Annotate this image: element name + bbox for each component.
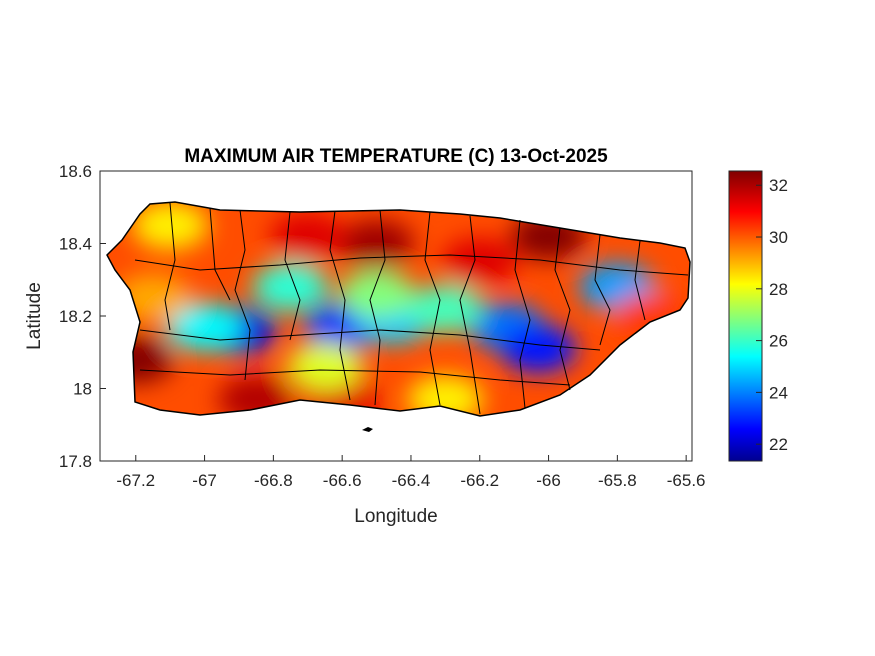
colorbar-tick-label: 28 — [769, 280, 788, 299]
y-tick-label: 18 — [73, 380, 92, 399]
municipality-border — [139, 329, 601, 351]
temperature-spot — [286, 342, 363, 391]
municipality-border — [424, 211, 441, 406]
x-tick-label: -65.8 — [598, 471, 637, 490]
municipality-border — [164, 202, 176, 331]
island-outline — [106, 201, 691, 417]
x-tick-label: -67 — [192, 471, 217, 490]
municipality-borders — [134, 202, 689, 415]
x-tick-label: -66.2 — [460, 471, 499, 490]
y-tick-label: 18.6 — [59, 162, 92, 181]
small-island — [362, 427, 373, 432]
colorbar-tick-label: 30 — [769, 228, 788, 247]
x-tick-label: -65.6 — [667, 471, 706, 490]
municipality-border — [369, 209, 386, 406]
municipality-border — [134, 254, 689, 276]
municipality-border — [234, 209, 251, 381]
y-tick-label: 18.2 — [59, 307, 92, 326]
colorbar-tick-label: 22 — [769, 435, 788, 454]
municipality-border — [329, 210, 351, 401]
chart-title: MAXIMUM AIR TEMPERATURE (C) 13-Oct-2025 — [184, 146, 608, 167]
municipality-border — [514, 219, 531, 409]
municipality-border — [284, 211, 301, 341]
municipality-border — [554, 227, 571, 391]
x-axis-label: Longitude — [354, 506, 437, 527]
temperature-spot — [407, 284, 484, 333]
temperature-spot — [338, 219, 415, 268]
municipality-border — [139, 369, 571, 386]
x-tick-label: -66 — [536, 471, 561, 490]
temperature-spot — [500, 324, 577, 373]
colorbar-tick-label: 26 — [769, 332, 788, 351]
colorbar-tick-label: 24 — [769, 383, 788, 402]
temperature-spot — [338, 270, 415, 319]
y-tick-label: 17.8 — [59, 452, 92, 471]
temperature-spot — [252, 263, 329, 311]
temperature-spot — [441, 237, 518, 286]
municipality-border — [209, 207, 231, 301]
municipality-border — [634, 240, 646, 321]
municipality-border — [459, 215, 481, 415]
y-tick-label: 18.4 — [59, 235, 92, 254]
temperature-spot — [132, 202, 209, 250]
municipality-border — [594, 234, 611, 346]
colorbar — [728, 170, 763, 462]
x-tick-label: -66.8 — [254, 471, 293, 490]
x-tick-label: -67.2 — [116, 471, 155, 490]
x-tick-label: -66.4 — [392, 471, 431, 490]
y-axis-label: Latitude — [24, 282, 45, 350]
temperature-spot — [166, 302, 243, 351]
x-tick-label: -66.6 — [323, 471, 362, 490]
colorbar-tick-label: 32 — [769, 176, 788, 195]
